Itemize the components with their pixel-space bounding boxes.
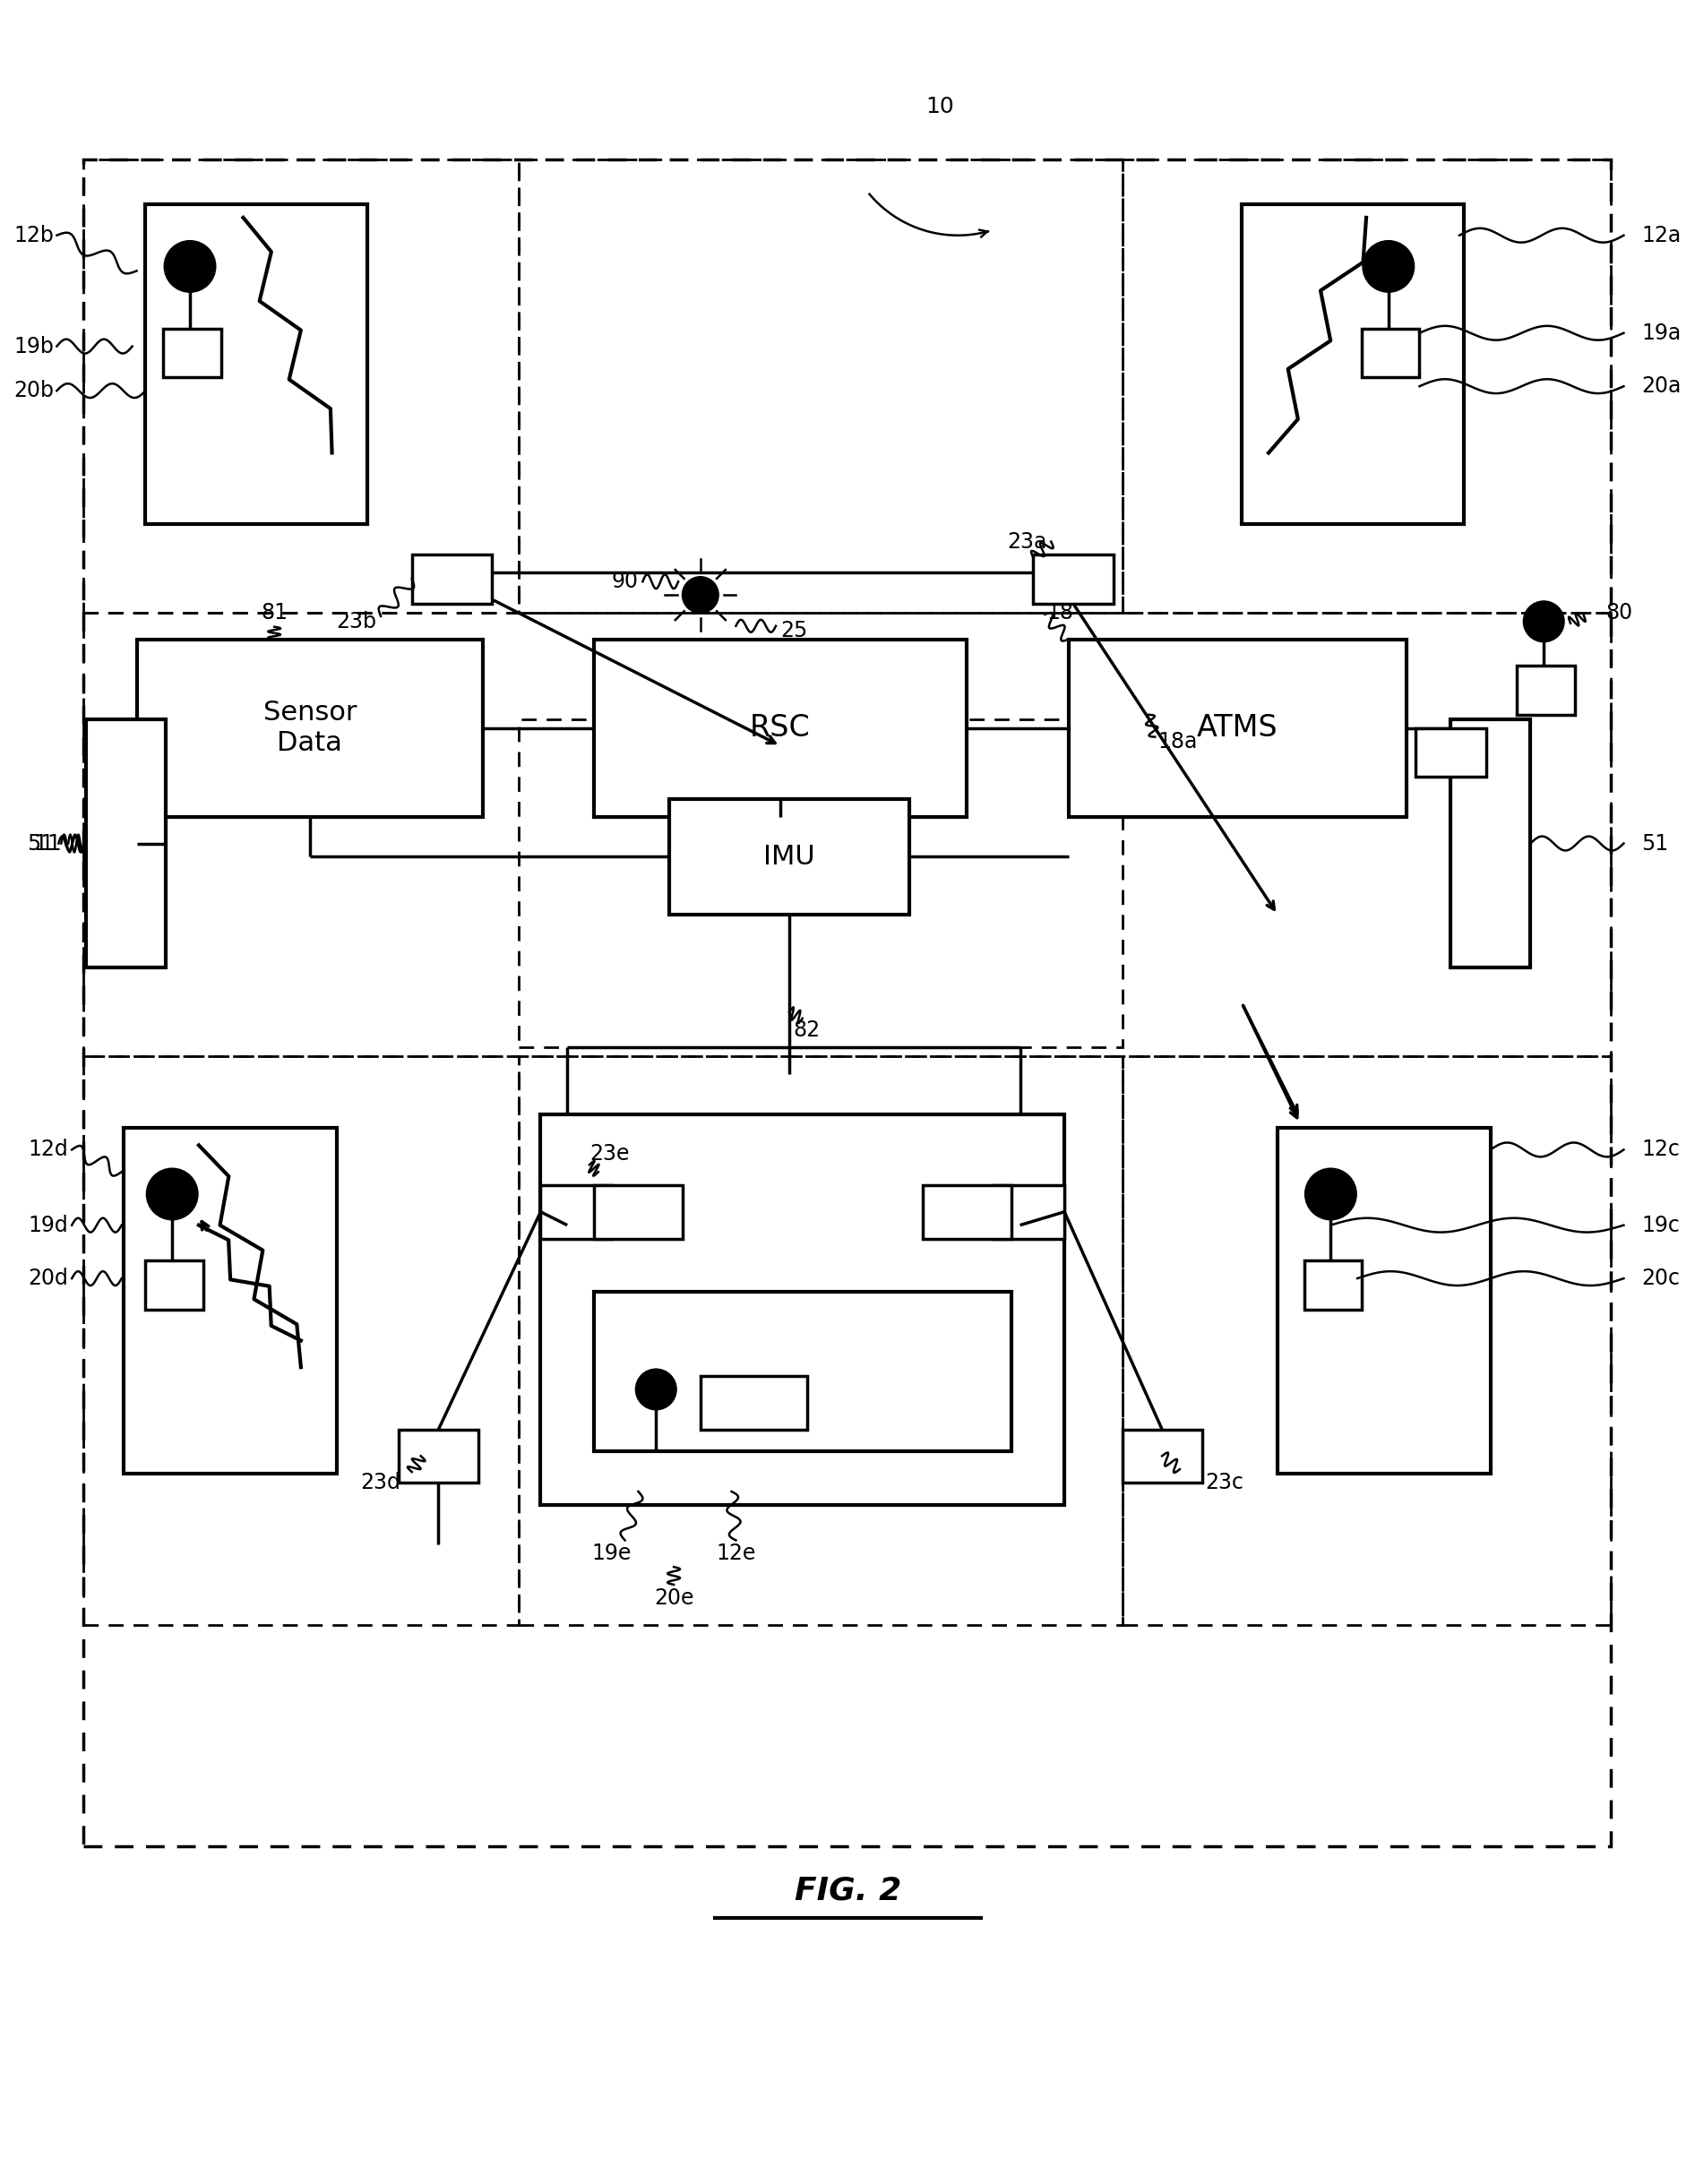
Bar bbox=[1034, 555, 1114, 603]
Text: 18a: 18a bbox=[1158, 732, 1197, 751]
Circle shape bbox=[1305, 1168, 1356, 1219]
Bar bbox=[1070, 640, 1407, 817]
Text: 12c: 12c bbox=[1641, 1138, 1680, 1160]
Text: 25: 25 bbox=[780, 620, 807, 642]
Text: 19e: 19e bbox=[592, 1542, 632, 1564]
Text: 81: 81 bbox=[261, 603, 288, 622]
Text: 23b: 23b bbox=[336, 612, 376, 631]
Bar bbox=[83, 614, 1610, 1057]
Bar bbox=[1122, 1057, 1610, 1625]
Text: 19b: 19b bbox=[14, 336, 54, 356]
Text: 20b: 20b bbox=[14, 380, 54, 402]
Bar bbox=[519, 1057, 1122, 1625]
Text: 90: 90 bbox=[612, 570, 639, 592]
Bar bbox=[146, 205, 368, 524]
Text: ATMS: ATMS bbox=[1197, 714, 1278, 743]
Bar bbox=[124, 1127, 336, 1474]
Bar bbox=[593, 1186, 683, 1238]
Text: 19c: 19c bbox=[1641, 1214, 1680, 1236]
Bar bbox=[163, 328, 220, 378]
Text: 20d: 20d bbox=[29, 1267, 68, 1289]
Circle shape bbox=[147, 1168, 197, 1219]
Text: RSC: RSC bbox=[749, 714, 810, 743]
Text: 82: 82 bbox=[793, 1020, 820, 1040]
Bar bbox=[593, 1291, 1012, 1452]
Bar bbox=[1303, 1260, 1361, 1310]
Bar bbox=[670, 799, 909, 915]
Bar bbox=[86, 719, 166, 968]
Bar bbox=[137, 640, 483, 817]
Text: IMU: IMU bbox=[763, 843, 815, 869]
Text: 12a: 12a bbox=[1641, 225, 1681, 247]
Circle shape bbox=[683, 577, 719, 614]
Text: 51: 51 bbox=[27, 832, 54, 854]
Text: FIG. 2: FIG. 2 bbox=[795, 1876, 902, 1907]
Circle shape bbox=[164, 242, 215, 290]
Bar bbox=[922, 1186, 1012, 1238]
Bar bbox=[1278, 1127, 1490, 1474]
Text: 20c: 20c bbox=[1641, 1267, 1680, 1289]
Text: 23d: 23d bbox=[361, 1472, 402, 1494]
Bar bbox=[593, 640, 966, 817]
Text: 10: 10 bbox=[925, 96, 954, 118]
Bar bbox=[1361, 328, 1419, 378]
Text: 20a: 20a bbox=[1641, 376, 1681, 397]
Bar bbox=[398, 1428, 478, 1483]
Bar bbox=[83, 159, 519, 614]
Text: 12d: 12d bbox=[29, 1138, 68, 1160]
Bar bbox=[146, 1260, 203, 1310]
Circle shape bbox=[637, 1369, 676, 1409]
Text: 23e: 23e bbox=[590, 1144, 629, 1164]
Text: 18: 18 bbox=[1046, 603, 1073, 622]
Circle shape bbox=[1363, 242, 1414, 290]
Bar bbox=[1415, 727, 1487, 778]
Bar bbox=[412, 555, 492, 603]
Bar bbox=[519, 719, 1122, 1048]
Text: 19d: 19d bbox=[29, 1214, 68, 1236]
Text: 19a: 19a bbox=[1641, 323, 1681, 343]
Text: 11: 11 bbox=[34, 832, 63, 854]
Bar bbox=[83, 1057, 519, 1625]
Text: 12e: 12e bbox=[715, 1542, 756, 1564]
Bar bbox=[541, 1114, 1064, 1505]
Text: Sensor
Data: Sensor Data bbox=[263, 701, 356, 756]
Bar bbox=[1122, 1428, 1202, 1483]
Bar bbox=[519, 159, 1122, 614]
Bar bbox=[1242, 205, 1464, 524]
Bar bbox=[541, 1186, 612, 1238]
Bar bbox=[700, 1376, 807, 1428]
Bar bbox=[1122, 159, 1610, 614]
Text: 80: 80 bbox=[1605, 603, 1632, 622]
Bar bbox=[1451, 719, 1531, 968]
Circle shape bbox=[1524, 603, 1563, 642]
Text: 23a: 23a bbox=[1007, 531, 1046, 553]
Bar bbox=[83, 159, 1610, 1845]
Text: 23c: 23c bbox=[1205, 1472, 1244, 1494]
Text: 12b: 12b bbox=[14, 225, 54, 247]
Bar bbox=[1517, 666, 1575, 714]
Bar bbox=[993, 1186, 1064, 1238]
Text: 51: 51 bbox=[1641, 832, 1668, 854]
Text: 20e: 20e bbox=[654, 1588, 693, 1610]
